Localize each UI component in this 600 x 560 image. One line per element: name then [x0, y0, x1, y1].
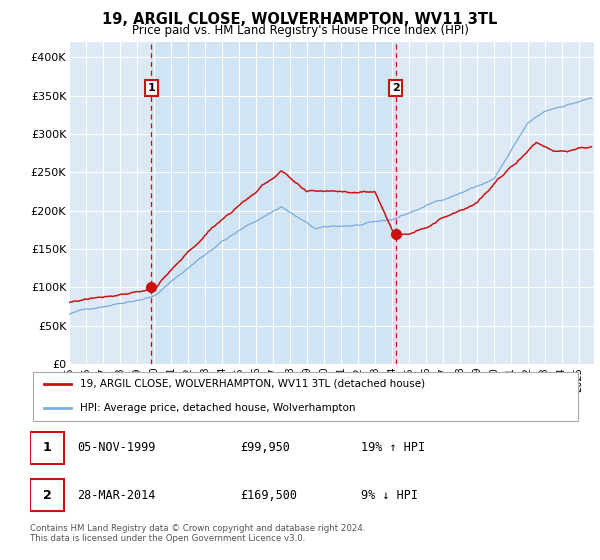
Text: 05-NOV-1999: 05-NOV-1999: [77, 441, 155, 455]
FancyBboxPatch shape: [30, 479, 64, 511]
FancyBboxPatch shape: [33, 372, 578, 421]
Text: Contains HM Land Registry data © Crown copyright and database right 2024.
This d: Contains HM Land Registry data © Crown c…: [30, 524, 365, 543]
FancyBboxPatch shape: [30, 432, 64, 464]
Text: 9% ↓ HPI: 9% ↓ HPI: [361, 488, 418, 502]
Bar: [151, 42, 395, 364]
Text: 1: 1: [43, 441, 52, 455]
Text: HPI: Average price, detached house, Wolverhampton: HPI: Average price, detached house, Wolv…: [80, 403, 355, 413]
Text: 19, ARGIL CLOSE, WOLVERHAMPTON, WV11 3TL (detached house): 19, ARGIL CLOSE, WOLVERHAMPTON, WV11 3TL…: [80, 379, 425, 389]
Text: 2: 2: [392, 83, 400, 93]
Text: Price paid vs. HM Land Registry's House Price Index (HPI): Price paid vs. HM Land Registry's House …: [131, 24, 469, 37]
Text: £169,500: £169,500: [240, 488, 297, 502]
Text: £99,950: £99,950: [240, 441, 290, 455]
Text: 2: 2: [43, 488, 52, 502]
Text: 28-MAR-2014: 28-MAR-2014: [77, 488, 155, 502]
Text: 19, ARGIL CLOSE, WOLVERHAMPTON, WV11 3TL: 19, ARGIL CLOSE, WOLVERHAMPTON, WV11 3TL: [103, 12, 497, 27]
Text: 1: 1: [148, 83, 155, 93]
Text: 19% ↑ HPI: 19% ↑ HPI: [361, 441, 425, 455]
